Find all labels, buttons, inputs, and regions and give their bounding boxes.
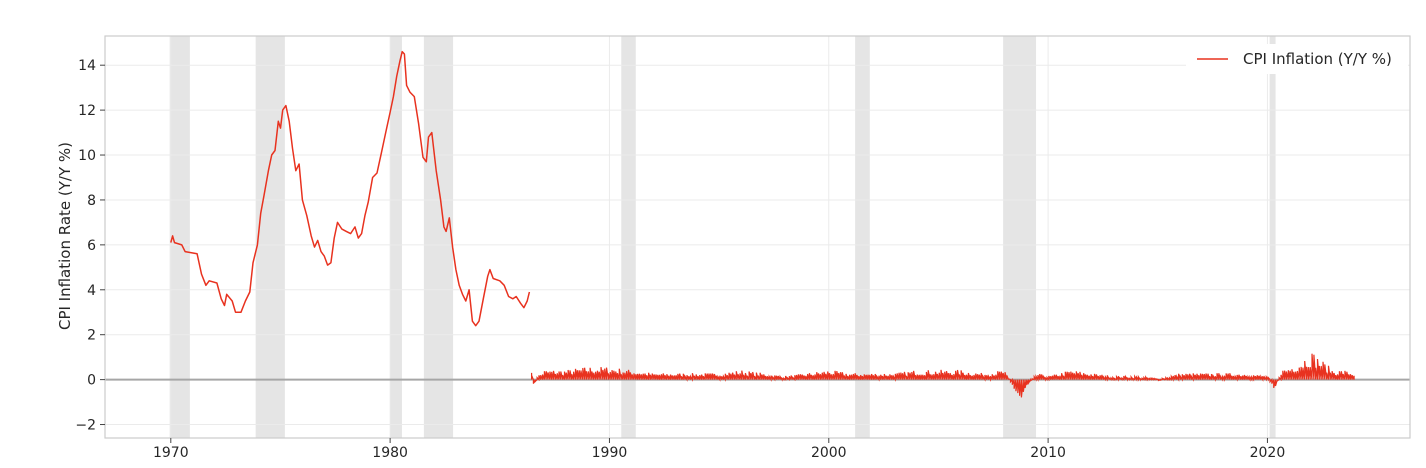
x-tick-label-1: 1980 [372,445,408,461]
plot-area [105,36,1410,438]
y-axis-label: CPI Inflation Rate (Y/Y %) [56,142,74,330]
recession-band-3 [423,36,454,438]
plot-frame [104,35,1411,439]
recession-band-2 [390,36,402,438]
recession-band-6 [1003,36,1037,438]
legend-entry-cpi-inflation: CPI Inflation (Y/Y %) [1243,50,1392,68]
series-line-cpi-inflation [170,50,531,327]
x-tick-label-5: 2020 [1250,445,1286,461]
recession-band-1 [255,36,285,438]
x-axis-ticks: 1970 1980 1990 2000 2010 2020 [153,438,1285,461]
y-tick-label-0: −2 [75,418,96,434]
y-tick-label-7: 12 [78,103,96,119]
legend: CPI Inflation (Y/Y %) [1186,44,1408,74]
series-layer [170,50,1355,398]
x-tick-label-0: 1970 [153,445,189,461]
x-tick-label-2: 1990 [592,445,628,461]
y-tick-label-1: 0 [87,373,96,389]
recession-band-5 [855,36,870,438]
y-tick-label-6: 10 [78,148,96,164]
y-tick-label-8: 14 [78,58,96,74]
recession-band-7 [1269,36,1276,438]
x-tick-label-3: 2000 [811,445,847,461]
y-axis-ticks: −2 0 2 4 6 8 10 12 14 [75,58,105,434]
y-tick-label-3: 4 [87,283,96,299]
recession-band-4 [621,36,636,438]
recession-shading [169,36,1276,438]
y-tick-label-2: 2 [87,328,96,344]
series-line-cpi-inflation-monthly [531,353,1355,398]
y-tick-label-4: 6 [87,238,96,254]
x-tick-label-4: 2010 [1030,445,1066,461]
plot-border [104,35,1411,439]
recession-band-0 [169,36,190,438]
y-tick-label-5: 8 [87,193,96,209]
plot-background [105,36,1410,438]
